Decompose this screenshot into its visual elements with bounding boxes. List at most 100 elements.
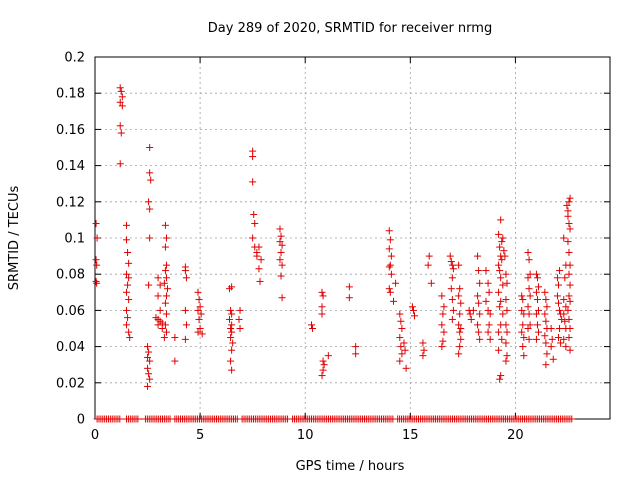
data-point: [565, 270, 573, 278]
data-point: [123, 270, 131, 278]
data-point: [526, 292, 534, 300]
data-point: [500, 247, 508, 255]
y-tick-label: 0.08: [56, 268, 85, 283]
data-point: [560, 310, 568, 318]
data-point: [385, 263, 393, 271]
data-point: [526, 321, 534, 329]
data-point: [385, 227, 393, 235]
data-point: [392, 279, 400, 287]
zero-point: [568, 415, 576, 423]
data-point: [447, 258, 455, 266]
data-point: [565, 220, 573, 228]
data-point: [448, 296, 456, 304]
data-point: [93, 234, 101, 242]
data-point: [319, 366, 327, 374]
data-point: [171, 334, 179, 342]
data-point: [145, 348, 153, 356]
data-point: [532, 288, 540, 296]
data-point: [497, 274, 505, 282]
data-point: [146, 205, 154, 213]
data-point: [561, 317, 569, 325]
data-point: [448, 274, 456, 282]
data-point: [324, 352, 332, 360]
data-point: [424, 261, 432, 269]
data-point: [161, 267, 169, 275]
data-point: [144, 353, 152, 361]
data-point: [123, 306, 131, 314]
data-point: [503, 352, 511, 360]
data-point: [469, 306, 477, 314]
data-point: [561, 274, 569, 282]
data-point: [181, 335, 189, 343]
data-point: [118, 93, 126, 101]
data-point: [495, 346, 503, 354]
data-point: [93, 261, 101, 269]
data-point: [236, 306, 244, 314]
data-point: [519, 321, 527, 329]
data-point: [439, 337, 447, 345]
data-point: [251, 220, 259, 228]
data-point: [171, 357, 179, 365]
y-tick-label: 0.2: [64, 51, 85, 66]
data-point: [519, 343, 527, 351]
data-point: [564, 238, 572, 246]
data-point: [566, 346, 574, 354]
data-point: [524, 274, 532, 282]
data-point: [484, 328, 492, 336]
data-point: [438, 343, 446, 351]
data-point: [196, 325, 204, 332]
data-point: [456, 285, 464, 293]
data-point: [318, 372, 326, 380]
zero-band: [93, 415, 576, 423]
data-point: [457, 299, 465, 307]
data-point: [158, 325, 166, 332]
data-point: [227, 334, 235, 342]
data-point: [542, 317, 550, 325]
data-point: [525, 310, 533, 318]
y-tick-label: 0.04: [56, 340, 85, 355]
data-point: [496, 243, 504, 251]
data-point: [533, 321, 541, 329]
data-point: [249, 153, 257, 161]
data-point: [495, 288, 503, 296]
data-point: [228, 310, 236, 318]
data-point: [229, 339, 237, 347]
data-point: [182, 274, 190, 282]
data-point: [409, 306, 417, 314]
data-point: [520, 352, 528, 360]
data-point: [535, 283, 543, 291]
data-point: [497, 216, 505, 224]
data-point: [194, 306, 202, 314]
y-tick-label: 0.12: [56, 195, 85, 210]
data-point: [194, 328, 202, 336]
data-point: [146, 234, 154, 242]
data-point: [145, 370, 153, 378]
data-point: [277, 272, 285, 280]
data-point: [196, 303, 204, 311]
data-point: [385, 245, 393, 253]
data-point: [495, 230, 503, 238]
data-point: [227, 325, 235, 332]
data-point: [541, 332, 549, 340]
data-point: [162, 274, 170, 282]
y-tick-label: 0.14: [56, 159, 85, 174]
data-point: [236, 325, 244, 332]
data-point: [525, 256, 533, 264]
data-point: [253, 252, 261, 260]
data-point: [535, 328, 543, 336]
data-point: [474, 252, 482, 260]
data-point: [419, 352, 427, 360]
data-point: [195, 315, 203, 323]
data-point: [566, 281, 574, 289]
data-point: [497, 297, 505, 305]
chart-title: Day 289 of 2020, SRMTID for receiver nrm…: [208, 21, 492, 36]
data-point: [402, 364, 410, 372]
data-point: [397, 343, 405, 351]
data-point: [495, 328, 503, 336]
data-point: [467, 315, 475, 323]
data-point: [257, 256, 265, 264]
data-point: [125, 259, 133, 267]
data-point: [352, 350, 360, 358]
data-point: [125, 274, 133, 282]
data-point: [456, 328, 464, 336]
